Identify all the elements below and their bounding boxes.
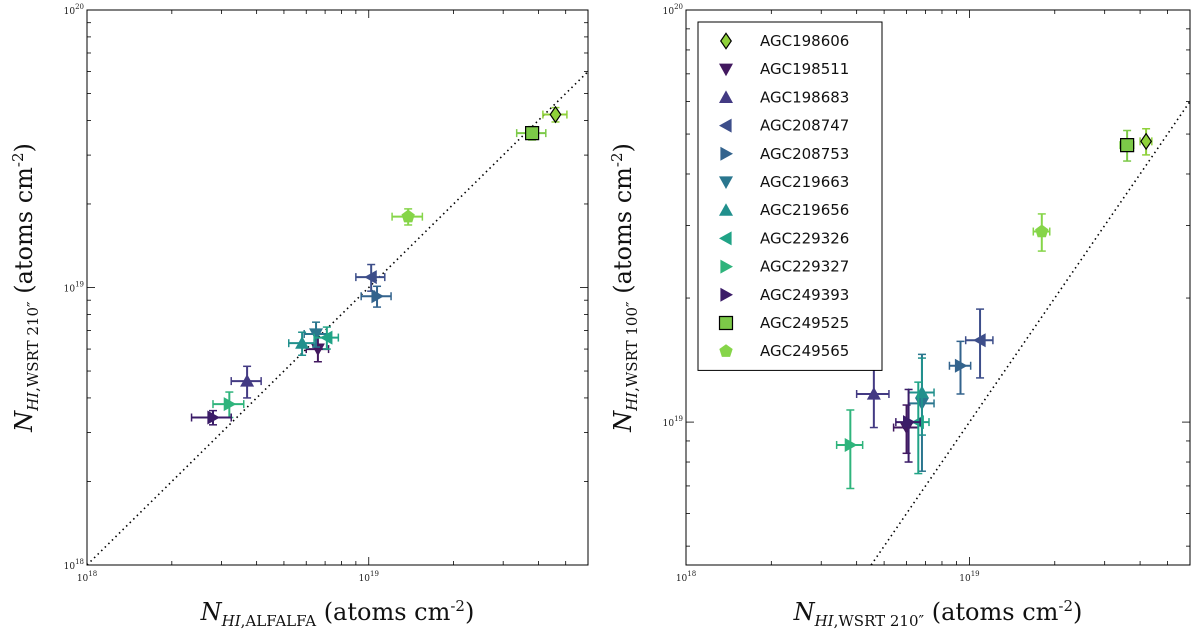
- legend-label: AGC198606: [760, 32, 849, 50]
- legend-label: AGC198683: [760, 88, 849, 106]
- legend-entry: AGC249565: [719, 342, 849, 360]
- data-point-agc219656: [287, 331, 315, 356]
- triangle-left-marker: [319, 330, 333, 345]
- data-point-agc198606: [542, 105, 568, 124]
- legend-entry: AGC219663: [719, 173, 849, 191]
- x-axis-label: NHI,ALFALFA (atoms cm-2): [200, 597, 475, 630]
- triangle-right-marker: [207, 410, 220, 425]
- data-point-agc249393: [895, 388, 921, 463]
- data-point-agc249525: [515, 125, 547, 141]
- one-to-one-line: [870, 100, 1191, 566]
- y-tick-label: 1020: [663, 3, 683, 17]
- y-tick-label: 1019: [663, 415, 683, 429]
- data-point-agc249565: [391, 208, 424, 226]
- legend-label: AGC198511: [760, 60, 849, 78]
- pentagon-marker: [1035, 224, 1049, 238]
- diamond-marker: [720, 32, 732, 50]
- data-point-agc229327: [212, 391, 245, 419]
- data-point-agc229326: [313, 326, 340, 350]
- triangle-right-marker: [954, 358, 968, 373]
- x-axis-label: NHI,WSRT 210″ (atoms cm-2): [793, 597, 1083, 630]
- legend-label: AGC229327: [760, 258, 849, 276]
- y-axis-label: NHI,WSRT 210″ (atoms cm-2): [9, 143, 42, 433]
- legend-label: AGC219663: [760, 173, 849, 191]
- triangle-up-marker: [719, 90, 733, 103]
- triangle-left-marker: [719, 231, 732, 246]
- triangle-right-marker: [902, 415, 916, 430]
- triangle-down-marker: [719, 63, 733, 77]
- legend-label: AGC208753: [760, 145, 849, 163]
- data-point-agc198683: [855, 365, 890, 429]
- legend-label: AGC249565: [760, 342, 849, 360]
- legend-entry: AGC249525: [718, 314, 849, 332]
- data-point-agc229327: [835, 409, 864, 490]
- data-point-agc208753: [360, 285, 392, 308]
- triangle-down-marker: [719, 176, 733, 189]
- legend: AGC198606 AGC198511 AGC198683 AGC208747 AGC2…: [697, 21, 883, 371]
- legend-entry: AGC229326: [719, 229, 849, 247]
- triangle-left-marker: [719, 118, 732, 133]
- x-tick-label: 1019: [959, 570, 979, 584]
- legend-entry: AGC208753: [720, 145, 849, 163]
- triangle-up-marker: [295, 336, 310, 349]
- legend-label: AGC229326: [760, 229, 849, 247]
- triangle-up-marker: [719, 203, 733, 216]
- square-marker: [1120, 138, 1135, 153]
- data-point-agc198606: [1139, 128, 1153, 156]
- data-point-agc208753: [948, 340, 972, 395]
- legend-entry: AGC249393: [720, 286, 849, 304]
- y-tick-label: 1020: [64, 3, 84, 17]
- x-tick-label: 1018: [676, 570, 696, 584]
- legend-entry: AGC219656: [719, 201, 849, 219]
- data-point-agc249525: [1119, 129, 1135, 162]
- data-point-agc198683: [230, 365, 262, 399]
- square-marker: [718, 315, 734, 331]
- data-point-agc198511: [892, 404, 920, 455]
- one-to-one-line: [86, 70, 589, 566]
- right-panel: 1018 1019 1019 1020 NHI,WSRT 210″ (atoms cm-…: [608, 3, 1191, 630]
- plot-frame: [685, 9, 1191, 566]
- plot-frame: [86, 9, 589, 566]
- legend-entry: AGC229327: [720, 258, 849, 276]
- data-point-agc208747: [964, 308, 994, 379]
- triangle-right-marker: [720, 259, 733, 274]
- diamond-marker: [1140, 132, 1153, 151]
- data-point-agc249393: [190, 409, 232, 426]
- y-tick-label: 1018: [64, 558, 84, 572]
- left-panel: 1018 1019 1018 1019 1020 NHI,ALFALFA (atoms c…: [9, 3, 589, 630]
- legend-entry: AGC198511: [719, 60, 849, 78]
- triangle-up-marker: [866, 386, 881, 400]
- data-point-agc208747: [355, 263, 386, 292]
- legend-label: AGC249525: [760, 314, 849, 332]
- triangle-down-marker: [309, 328, 324, 341]
- triangle-right-marker: [720, 287, 733, 302]
- legend-entry: AGC198606: [720, 32, 849, 50]
- triangle-left-marker: [364, 270, 377, 285]
- data-point-agc249565: [1032, 213, 1051, 252]
- x-tick-label: 1019: [359, 570, 379, 584]
- legend-label: AGC208747: [760, 117, 849, 135]
- y-tick-label: 1019: [64, 281, 84, 295]
- square-marker: [525, 126, 540, 141]
- triangle-right-marker: [720, 146, 733, 161]
- triangle-up-marker: [240, 374, 255, 387]
- triangle-right-marker: [844, 437, 858, 452]
- legend-entry: AGC198683: [719, 88, 849, 106]
- diamond-marker: [549, 105, 562, 124]
- triangle-right-marker: [371, 289, 385, 304]
- x-tick-label: 1018: [77, 570, 97, 584]
- pentagon-marker: [401, 209, 415, 223]
- y-axis-label: NHI,WSRT 100″ (atoms cm-2): [608, 143, 641, 433]
- legend-label: AGC249393: [760, 286, 849, 304]
- pentagon-marker: [719, 344, 733, 357]
- triangle-left-marker: [973, 333, 986, 348]
- legend-entry: AGC208747: [719, 117, 849, 135]
- legend-box: [697, 21, 883, 371]
- triangle-right-marker: [223, 397, 237, 412]
- legend-label: AGC219656: [760, 201, 849, 219]
